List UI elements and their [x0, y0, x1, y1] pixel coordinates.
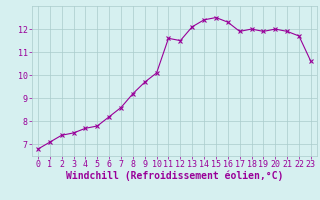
X-axis label: Windchill (Refroidissement éolien,°C): Windchill (Refroidissement éolien,°C)	[66, 171, 283, 181]
